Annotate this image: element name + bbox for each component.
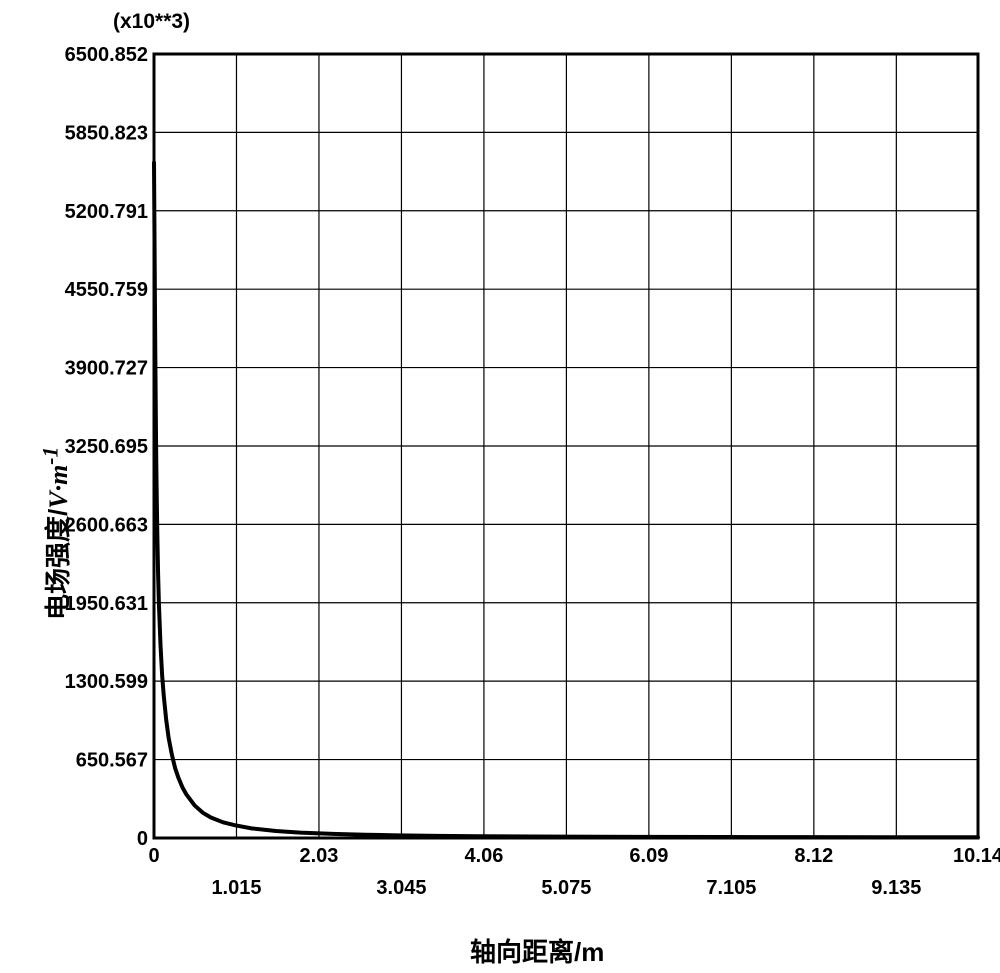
chart-plot: 0 2.03 4.06 6.09 8.12 10.14 1.015 3.045 5.075 7.1… <box>0 0 1000 973</box>
chart-container: (x10**3) 电场强度/V·m-1 轴向距离/m 0 2.03 4.06 6.09… <box>0 0 1000 973</box>
ylabel-unit: V·m <box>44 465 73 509</box>
x-tick-label: 0 <box>148 845 159 867</box>
y-tick-label: 1300.599 <box>65 671 148 693</box>
x-tick-label-minor: 7.105 <box>706 877 756 899</box>
x-tick-label: 10.14 <box>953 845 1000 867</box>
y-tick-label: 6500.852 <box>65 44 148 66</box>
x-axis-label: 轴向距离/m <box>470 932 604 969</box>
y-tick-label: 3900.727 <box>65 358 148 380</box>
y-tick-label: 4550.759 <box>65 279 148 301</box>
exponent-label: (x10**3) <box>113 10 190 34</box>
x-tick-label-minor: 1.015 <box>211 877 261 899</box>
x-tick-label: 2.03 <box>299 845 338 867</box>
y-tick-label: 650.567 <box>76 750 148 772</box>
x-tick-label: 8.12 <box>794 845 833 867</box>
ylabel-sup: -1 <box>38 447 62 465</box>
y-tick-label: 5850.823 <box>65 122 148 144</box>
x-tick-label-minor: 5.075 <box>541 877 591 899</box>
y-tick-label: 5200.791 <box>65 201 148 223</box>
y-tick-label: 1950.631 <box>65 593 148 615</box>
y-tick-label: 2600.663 <box>65 514 148 536</box>
x-tick-label-minor: 9.135 <box>871 877 921 899</box>
x-tick-label: 6.09 <box>629 845 668 867</box>
y-tick-label: 3250.695 <box>65 436 148 458</box>
x-tick-label: 4.06 <box>464 845 503 867</box>
ylabel-prefix: 电场强度/ <box>43 509 73 620</box>
y-axis-label: 电场强度/V·m-1 <box>38 447 75 620</box>
y-tick-label: 0 <box>137 828 148 850</box>
x-tick-label-minor: 3.045 <box>376 877 426 899</box>
